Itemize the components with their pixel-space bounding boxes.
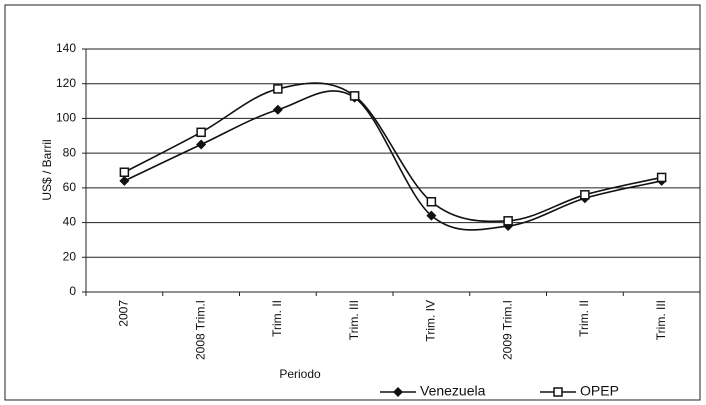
y-tick-label: 120 <box>56 76 76 90</box>
marker <box>553 387 563 397</box>
y-tick-label: 140 <box>56 41 76 55</box>
marker <box>119 175 130 186</box>
marker <box>656 172 667 183</box>
y-tick-label: 100 <box>56 111 76 125</box>
x-tick-label: Trim. IV <box>424 300 438 342</box>
x-tick-label: Trim. II <box>577 300 591 337</box>
y-tick-label: 80 <box>63 145 77 159</box>
legend-label: OPEP <box>580 383 619 399</box>
x-tick-label: 2009 Trim.I <box>500 300 514 360</box>
y-tick-label: 60 <box>63 180 77 194</box>
marker <box>426 210 437 221</box>
marker <box>349 91 360 101</box>
series-line <box>124 82 662 223</box>
legend-label: Venezuela <box>420 383 486 399</box>
marker <box>196 127 206 138</box>
x-tick-label: Trim. II <box>270 300 284 337</box>
y-axis-label: US$ / Barril <box>40 139 54 200</box>
marker <box>393 387 403 397</box>
x-tick-label: 2007 <box>117 300 131 327</box>
x-tick-label: Trim. III <box>654 300 668 340</box>
marker <box>272 104 283 115</box>
x-tick-label: Trim. III <box>347 300 361 340</box>
series-line <box>124 90 662 231</box>
marker <box>503 216 513 226</box>
y-tick-label: 0 <box>69 284 76 298</box>
x-axis-label: Periodo <box>279 367 321 381</box>
y-tick-label: 40 <box>63 215 77 229</box>
y-tick-label: 20 <box>63 249 77 263</box>
chart-frame <box>4 4 701 401</box>
x-tick-label: 2008 Trim.I <box>193 300 207 360</box>
marker <box>273 84 283 94</box>
marker <box>196 139 207 150</box>
marker <box>119 167 130 177</box>
marker <box>426 196 437 207</box>
marker <box>580 190 590 200</box>
